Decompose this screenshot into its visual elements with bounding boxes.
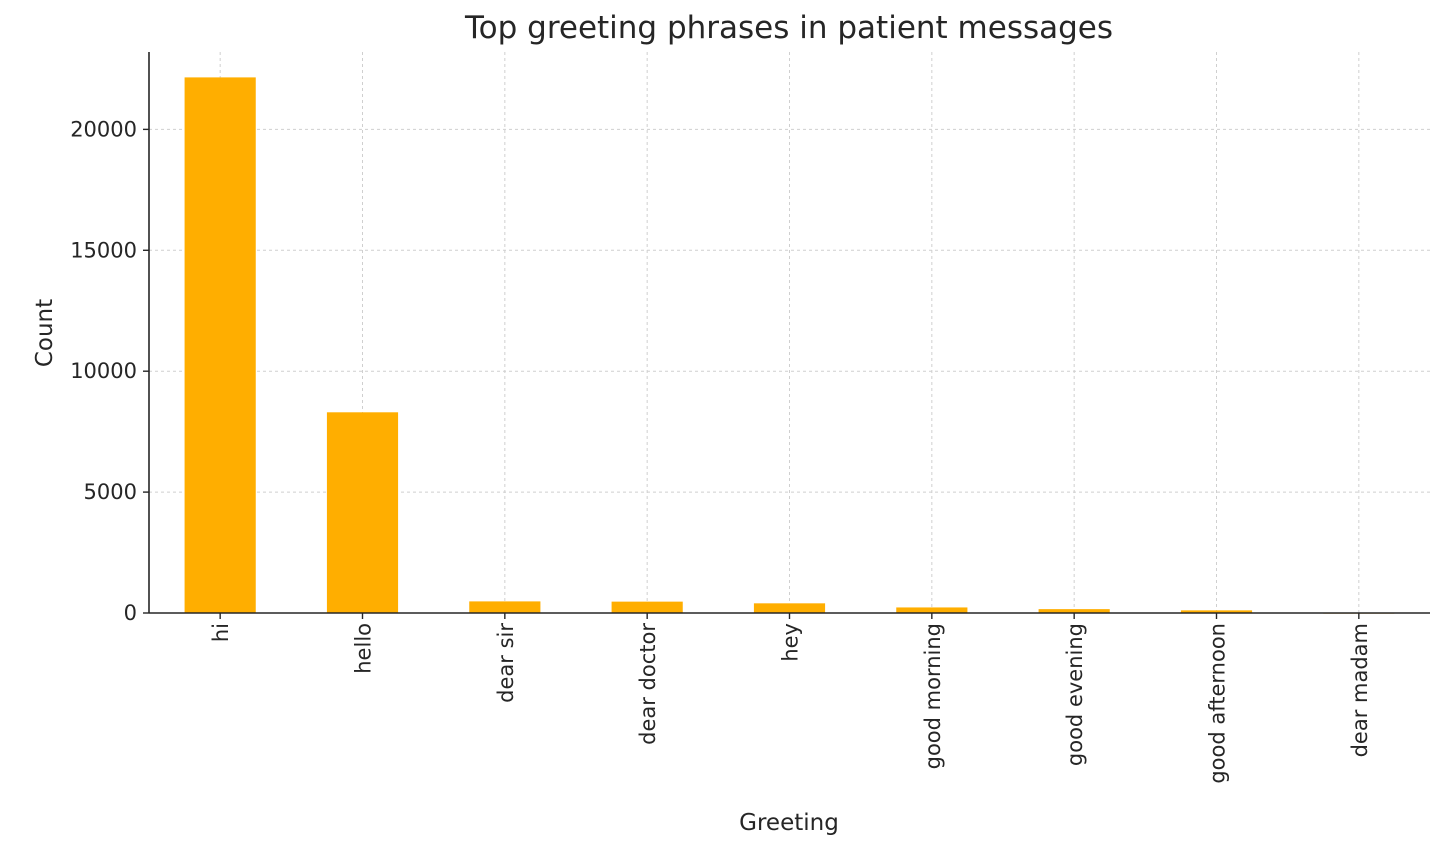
bar — [326, 412, 399, 613]
x-tick-label: good afternoon — [1206, 623, 1230, 784]
y-tick-label: 0 — [124, 601, 137, 625]
bar — [469, 601, 541, 613]
y-tick-label: 10000 — [70, 359, 137, 383]
bar — [1038, 609, 1110, 613]
x-tick-label: dear madam — [1348, 623, 1372, 757]
bar — [611, 601, 683, 613]
x-tick-label: good morning — [921, 623, 945, 769]
bar — [896, 607, 968, 613]
y-tick-label: 20000 — [70, 117, 137, 141]
bar — [184, 77, 256, 614]
x-tick-label: good evening — [1063, 623, 1087, 766]
x-tick-label: dear sir — [494, 623, 518, 703]
x-tick-label: hey — [779, 623, 803, 662]
bars — [184, 77, 1395, 614]
y-tick-label: 15000 — [70, 238, 137, 262]
bar — [1180, 610, 1253, 613]
x-axis-label: Greeting — [739, 810, 839, 836]
bar — [753, 603, 826, 613]
y-axis-label: Count — [32, 299, 58, 367]
y-ticks: 0 5000 10000 15000 20000 — [70, 117, 149, 625]
x-tick-label: dear doctor — [636, 623, 660, 745]
x-tick-label: hi — [209, 623, 233, 642]
chart-title: Top greeting phrases in patient messages — [464, 10, 1113, 46]
x-tick-label: hello — [352, 623, 376, 674]
x-ticks: hi hello dear sir dear doctor hey good mornin… — [209, 613, 1372, 784]
y-tick-label: 5000 — [84, 480, 137, 504]
